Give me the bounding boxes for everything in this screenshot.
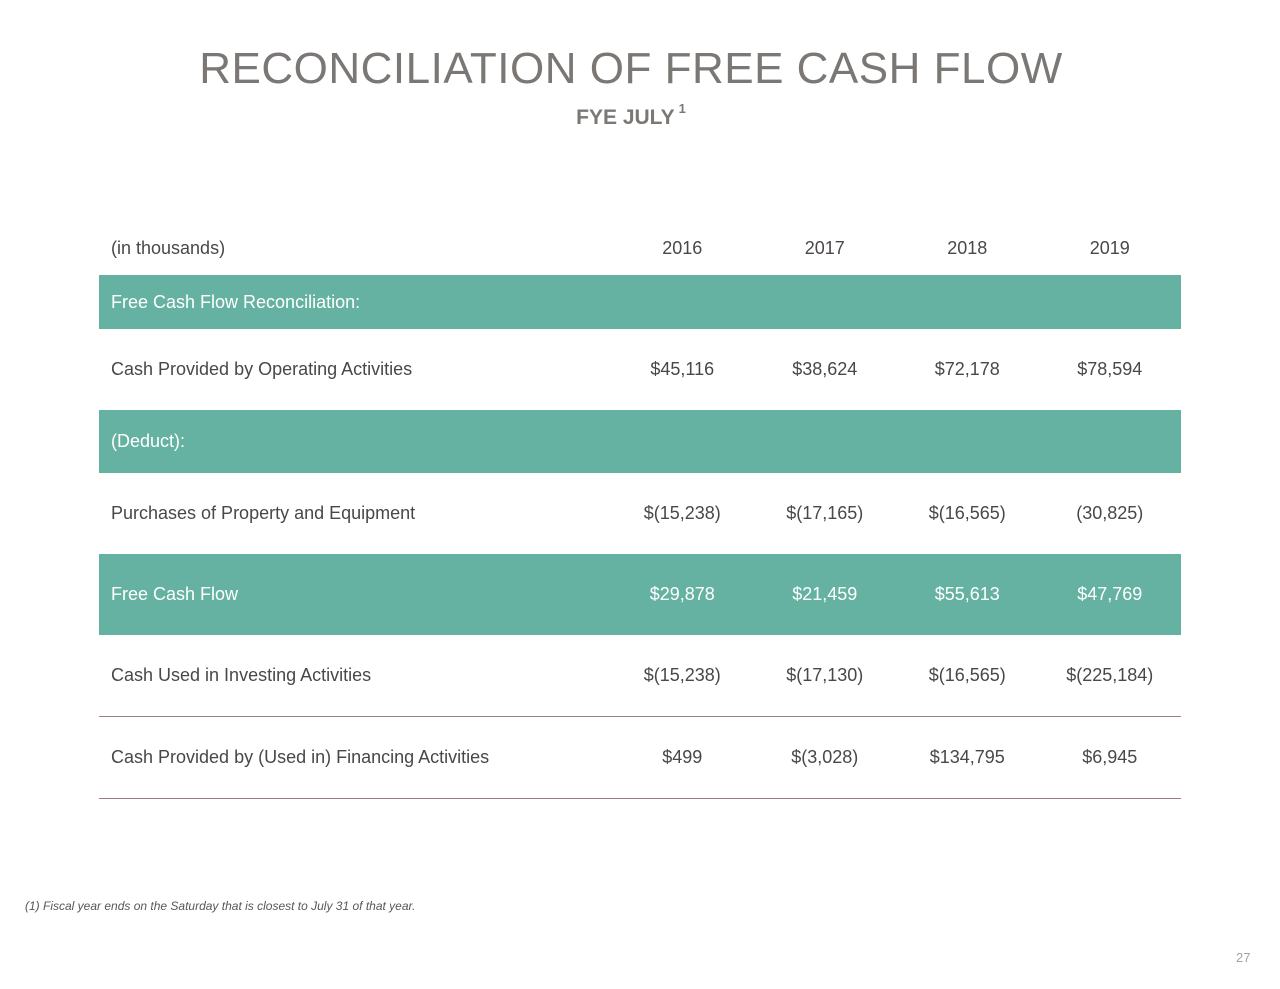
table-row-operating: Cash Provided by Operating Activities $4… — [99, 329, 1181, 410]
row-label: Cash Provided by Operating Activities — [111, 359, 413, 379]
row-label: Purchases of Property and Equipment — [111, 503, 416, 523]
table-cell: $78,594 — [1077, 359, 1143, 379]
deduct-header-row: (Deduct): — [99, 410, 1181, 473]
table-cell: $72,178 — [934, 359, 1000, 379]
table-cell: $(3,028) — [753, 716, 896, 799]
year-header: 2017 — [804, 237, 845, 258]
table-cell: (30,825) — [1076, 503, 1144, 523]
subtitle-text: FYE JULY — [576, 106, 675, 129]
row-label: Cash Provided by (Used in) Financing Act… — [99, 716, 611, 799]
year-header: 2016 — [662, 237, 703, 258]
table-cell: $134,795 — [896, 716, 1039, 799]
table-row-investing: Cash Used in Investing Activities $(15,2… — [99, 635, 1181, 717]
row-label: Free Cash Flow — [99, 554, 611, 635]
table-row-free-cash-flow: Free Cash Flow $29,878 $21,459 $55,613 $… — [99, 554, 1181, 635]
table-cell: $6,945 — [1038, 716, 1181, 799]
table-cell: $(17,165) — [786, 503, 864, 523]
unit-label: (in thousands) — [111, 237, 226, 258]
table-header-row: (in thousands) 2016 2017 2018 2019 — [99, 221, 1181, 275]
page-subtitle: FYE JULY 1 — [0, 101, 1262, 130]
table-cell: $(16,565) — [896, 635, 1039, 717]
row-label: Cash Used in Investing Activities — [99, 635, 611, 717]
page-title: RECONCILIATION OF FREE CASH FLOW — [199, 44, 1063, 93]
section-header-row: Free Cash Flow Reconciliation: — [99, 275, 1181, 329]
table-row-financing: Cash Provided by (Used in) Financing Act… — [99, 716, 1181, 799]
year-header: 2018 — [947, 237, 988, 258]
deduct-header-label: (Deduct): — [99, 410, 1181, 473]
table-cell: $(15,238) — [611, 635, 754, 717]
table-cell: $38,624 — [792, 359, 858, 379]
footnote-marker: 1 — [678, 101, 686, 116]
table-cell: $(16,565) — [928, 503, 1006, 523]
free-cash-flow-table: (in thousands) 2016 2017 2018 2019 Free … — [99, 221, 1181, 799]
page-number: 27 — [1236, 950, 1251, 965]
table-cell: $55,613 — [896, 554, 1039, 635]
table-cell: $45,116 — [650, 359, 715, 379]
year-header: 2019 — [1089, 237, 1130, 258]
table-row-purchases: Purchases of Property and Equipment $(15… — [99, 473, 1181, 554]
table-cell: $47,769 — [1038, 554, 1181, 635]
table-cell: $499 — [611, 716, 754, 799]
table-cell: $21,459 — [753, 554, 896, 635]
table-cell: $(17,130) — [753, 635, 896, 717]
section-header-label: Free Cash Flow Reconciliation: — [99, 275, 1181, 329]
table-cell: $(225,184) — [1038, 635, 1181, 717]
table-cell: $29,878 — [611, 554, 754, 635]
table-cell: $(15,238) — [643, 503, 721, 523]
footnote: (1) Fiscal year ends on the Saturday tha… — [25, 899, 416, 913]
